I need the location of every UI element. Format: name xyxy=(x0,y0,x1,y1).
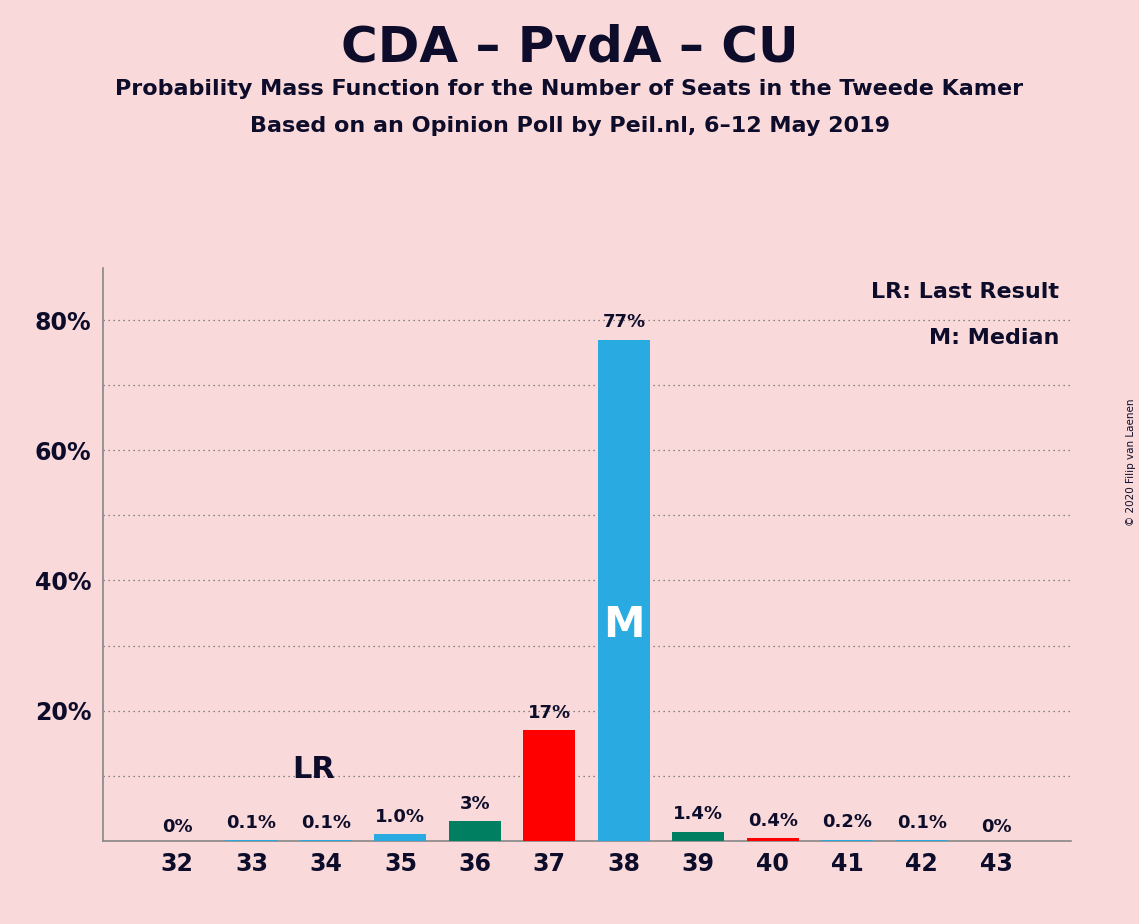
Bar xyxy=(598,340,650,841)
Text: 0%: 0% xyxy=(981,818,1011,835)
Text: © 2020 Filip van Laenen: © 2020 Filip van Laenen xyxy=(1125,398,1136,526)
Text: 0.2%: 0.2% xyxy=(822,813,872,831)
Text: CDA – PvdA – CU: CDA – PvdA – CU xyxy=(341,23,798,71)
Text: 3%: 3% xyxy=(459,795,490,813)
Text: 17%: 17% xyxy=(527,703,571,722)
Text: 0.1%: 0.1% xyxy=(227,814,277,832)
Bar xyxy=(449,821,501,841)
Bar xyxy=(747,838,798,841)
Text: 0.1%: 0.1% xyxy=(896,814,947,832)
Text: Based on an Opinion Poll by Peil.nl, 6–12 May 2019: Based on an Opinion Poll by Peil.nl, 6–1… xyxy=(249,116,890,136)
Text: 0.1%: 0.1% xyxy=(301,814,351,832)
Text: 0%: 0% xyxy=(162,818,192,835)
Text: 0.4%: 0.4% xyxy=(748,811,797,830)
Bar xyxy=(821,840,874,841)
Bar xyxy=(672,832,724,841)
Text: LR: Last Result: LR: Last Result xyxy=(871,283,1059,302)
Bar xyxy=(375,834,426,841)
Text: 77%: 77% xyxy=(603,313,646,331)
Text: Probability Mass Function for the Number of Seats in the Tweede Kamer: Probability Mass Function for the Number… xyxy=(115,79,1024,99)
Text: 1.4%: 1.4% xyxy=(673,805,723,823)
Text: LR: LR xyxy=(293,755,335,784)
Text: 1.0%: 1.0% xyxy=(376,808,425,826)
Text: M: M xyxy=(603,604,645,646)
Text: M: Median: M: Median xyxy=(929,328,1059,348)
Bar xyxy=(523,730,575,841)
